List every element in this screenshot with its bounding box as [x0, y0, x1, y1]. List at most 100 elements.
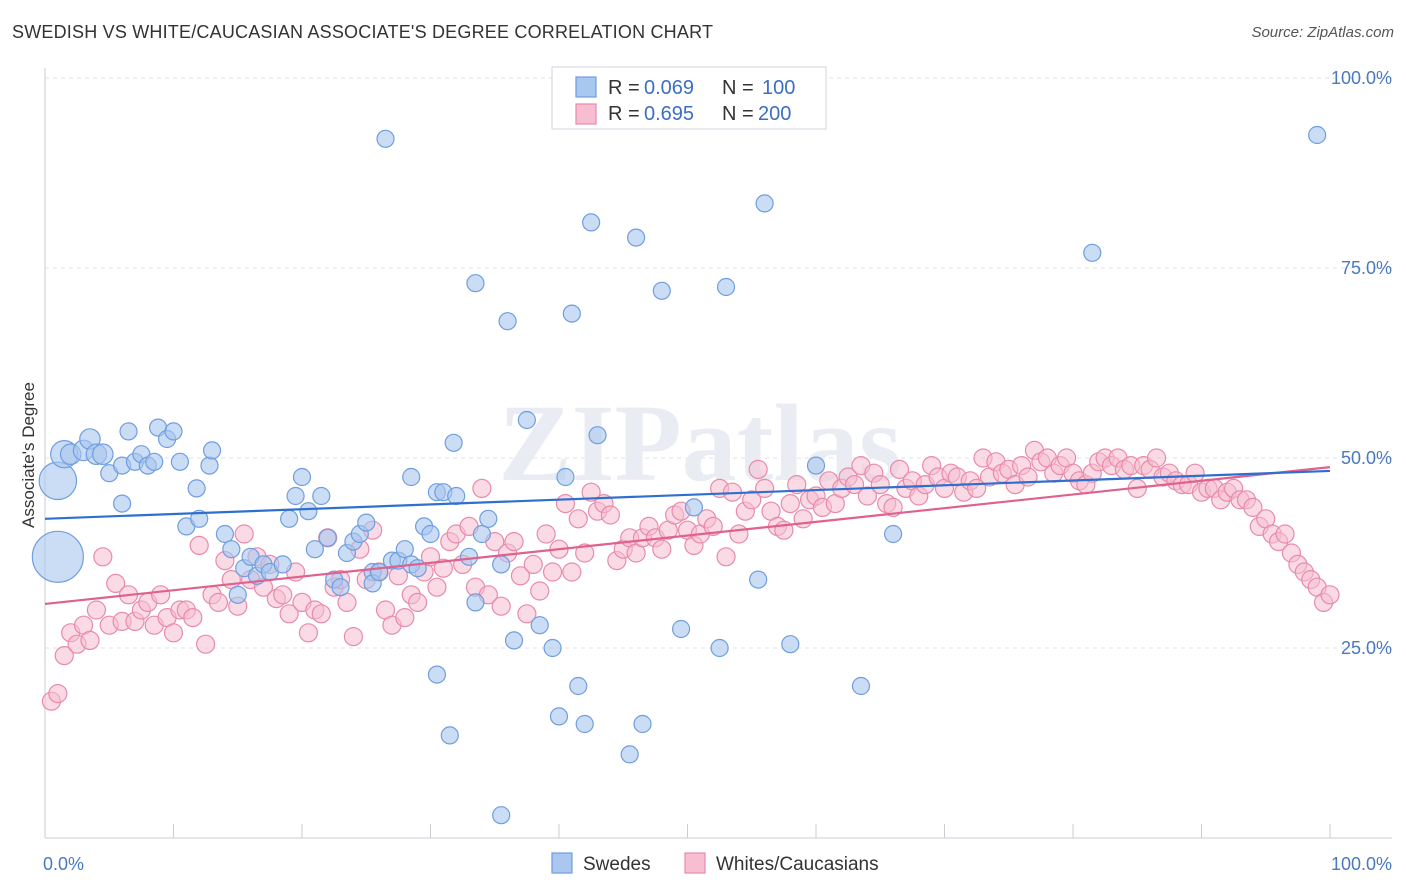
bottom-legend-swatch-swedes [551, 852, 573, 874]
swedes-point [421, 524, 440, 544]
series-swedes [31, 125, 1327, 825]
chart-title: SWEDISH VS WHITE/CAUCASIAN ASSOCIATE'S D… [12, 22, 714, 42]
whites-point [780, 494, 800, 514]
whites-point [1275, 524, 1295, 544]
whites-point [163, 623, 184, 643]
swedes-point [543, 638, 562, 658]
swedes-point [517, 410, 536, 430]
whites-point [408, 592, 428, 613]
swedes-point [562, 304, 581, 323]
swedes-point [492, 555, 511, 574]
swedes-point [556, 467, 575, 487]
whites-point [568, 509, 588, 529]
y-tick-label: 100.0% [1331, 68, 1392, 88]
whites-point [491, 596, 511, 616]
whites-point [530, 581, 550, 601]
swedes-point [222, 540, 241, 559]
swedes-point [200, 456, 219, 475]
swedes-point [92, 443, 114, 465]
swedes-point [671, 619, 691, 639]
whites-point [748, 459, 768, 479]
swedes-point [710, 638, 729, 658]
whites-point [80, 630, 100, 651]
axes [44, 68, 1392, 839]
whites-point [889, 459, 910, 479]
bottom-legend-swatch-whites [684, 852, 706, 874]
swedes-point [427, 665, 447, 684]
whites-point [208, 592, 229, 613]
whites-point [523, 554, 543, 575]
swedes-point [280, 509, 299, 528]
swedes-point [228, 585, 247, 604]
swedes-point [684, 498, 704, 517]
whites-point [575, 543, 595, 563]
whites-point [562, 562, 582, 582]
swedes-point [312, 486, 331, 506]
legend-n-label: N = [722, 103, 754, 125]
whites-point [151, 585, 171, 605]
swedes-point [582, 213, 601, 232]
swedes-point [273, 555, 292, 574]
whites-point [703, 516, 723, 537]
swedes-point [292, 467, 312, 487]
swedes-point [633, 714, 652, 734]
swedes-point [357, 513, 376, 532]
whites-point [54, 645, 74, 666]
swedes-point [305, 540, 324, 559]
whites-point [472, 478, 492, 498]
legend-swatch-swedes [575, 76, 597, 98]
bottom-legend: Swedes Whites/Caucasians [551, 852, 879, 875]
swedes-point [202, 441, 222, 460]
whites-trend-line [44, 466, 1331, 606]
whites-point [273, 585, 293, 605]
swedes-point [286, 486, 305, 506]
whites-point [729, 524, 749, 544]
x-tick-labels: 0.0% 100.0% [43, 854, 1392, 874]
swedes-point [164, 422, 183, 441]
swedes-point [408, 559, 427, 578]
swedes-point [190, 509, 209, 528]
whites-point [870, 475, 890, 495]
swedes-point [331, 578, 350, 597]
swedes-point [755, 194, 774, 213]
x-tick-label: 0.0% [43, 854, 84, 874]
swedes-point [492, 806, 511, 825]
whites-point [1243, 497, 1263, 517]
whites-point [395, 607, 415, 628]
whites-point [196, 634, 216, 654]
whites-point [510, 566, 531, 586]
chart-source: Source: ZipAtlas.com [1251, 24, 1394, 41]
y-tick-label: 75.0% [1341, 258, 1392, 278]
swedes-point [504, 631, 524, 650]
swedes-point [31, 530, 84, 583]
swedes-point [575, 714, 594, 734]
y-tick-label: 25.0% [1341, 638, 1392, 658]
swedes-point [145, 452, 164, 471]
swedes-point [402, 467, 421, 487]
whites-point [542, 562, 563, 582]
swedes-point [716, 277, 736, 297]
swedes-point [549, 707, 569, 726]
whites-point [433, 558, 453, 578]
swedes-point [444, 433, 463, 452]
swedes-point [466, 593, 485, 612]
legend-box [551, 66, 827, 130]
legend-swatch-whites [575, 103, 597, 125]
legend-n-value: 100 [762, 77, 795, 99]
whites-point [536, 524, 556, 544]
swedes-point [498, 312, 517, 331]
whites-point [754, 478, 775, 498]
bottom-legend-swedes: Swedes [583, 854, 651, 875]
whites-point [343, 626, 363, 647]
whites-point [1146, 448, 1167, 468]
whites-point [1320, 585, 1340, 605]
y-axis-title: Associate's Degree [19, 382, 38, 528]
swedes-point [376, 129, 395, 148]
swedes-point [749, 570, 768, 589]
swedes-point [1308, 125, 1327, 145]
swedes-point [472, 524, 491, 544]
legend-r-value: 0.069 [644, 77, 694, 99]
bottom-legend-whites: Whites/Caucasians [716, 854, 879, 875]
swedes-point [851, 676, 871, 696]
